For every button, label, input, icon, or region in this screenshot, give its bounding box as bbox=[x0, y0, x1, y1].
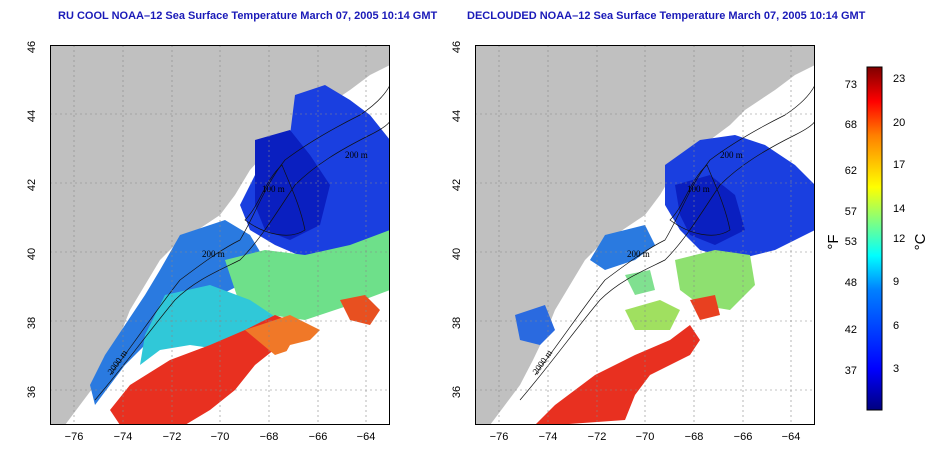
colorbar-tick: 62 bbox=[845, 165, 857, 177]
y-tick-label: 40 bbox=[26, 248, 38, 260]
colorbar-tick: 23 bbox=[893, 73, 905, 85]
slope-water bbox=[225, 230, 390, 320]
x-tick-label: −70 bbox=[211, 431, 230, 443]
slope-water-patch bbox=[625, 300, 680, 330]
graticule bbox=[475, 45, 815, 425]
x-tick-label: −68 bbox=[260, 431, 279, 443]
contour-line bbox=[669, 164, 731, 236]
x-tick-label: −66 bbox=[734, 431, 753, 443]
colorbar-tick: 53 bbox=[845, 236, 857, 248]
colorbar-tick: 3 bbox=[893, 363, 899, 375]
y-tick-label: 42 bbox=[26, 179, 38, 191]
x-tick-label: −64 bbox=[357, 431, 376, 443]
y-tick-label: 40 bbox=[451, 248, 463, 260]
colorbar-tick: 12 bbox=[893, 233, 905, 245]
fahrenheit-unit: °F bbox=[825, 234, 842, 249]
shelf-water bbox=[90, 220, 265, 405]
cold-water-dark bbox=[255, 130, 330, 240]
left-sst-map: 200 m 2000 m 100 m 200 m bbox=[50, 45, 390, 425]
right-panel-title: DECLOUDED NOAA–12 Sea Surface Temperatur… bbox=[467, 10, 866, 22]
warm-eddy bbox=[340, 295, 380, 325]
cold-water-dark bbox=[675, 175, 745, 245]
y-tick-label: 46 bbox=[26, 41, 38, 53]
colorbar-tick: 48 bbox=[845, 277, 857, 289]
x-tick-label: −64 bbox=[782, 431, 801, 443]
colorbar-tick: 20 bbox=[893, 117, 905, 129]
shelf-water-patch bbox=[515, 305, 555, 345]
celsius-ticks: 23 20 17 14 12 9 6 3 bbox=[893, 73, 905, 375]
y-tick-label: 42 bbox=[451, 179, 463, 191]
colorbar-tick: 17 bbox=[893, 159, 905, 171]
y-tick-label: 44 bbox=[26, 110, 38, 122]
map-frame bbox=[50, 45, 390, 425]
colorbar: 73 68 62 57 53 48 42 37 23 20 17 14 12 9… bbox=[825, 66, 929, 411]
contour-label: 200 m bbox=[345, 150, 368, 160]
x-tick-label: −76 bbox=[65, 431, 84, 443]
y-tick-label: 46 bbox=[451, 41, 463, 53]
contour-label: 100 m bbox=[687, 184, 710, 194]
x-tick-label: −74 bbox=[539, 431, 558, 443]
colorbar-tick: 57 bbox=[845, 206, 857, 218]
x-tick-label: −68 bbox=[685, 431, 704, 443]
x-tick-label: −66 bbox=[309, 431, 328, 443]
colorbar-tick: 37 bbox=[845, 365, 857, 377]
y-tick-label: 44 bbox=[451, 110, 463, 122]
left-map-svg: 200 m 2000 m 100 m 200 m bbox=[50, 45, 390, 425]
cloud-cover bbox=[250, 325, 390, 425]
x-tick-label: −74 bbox=[114, 431, 133, 443]
land-mass bbox=[50, 45, 390, 425]
slope-water bbox=[675, 250, 755, 310]
y-tick-label: 38 bbox=[451, 317, 463, 329]
x-tick-label: −76 bbox=[490, 431, 509, 443]
y-tick-label: 38 bbox=[26, 317, 38, 329]
colorbar-tick: 73 bbox=[845, 79, 857, 91]
contour-label: 200 m bbox=[720, 150, 743, 160]
left-panel-title: RU COOL NOAA–12 Sea Surface Temperature … bbox=[58, 10, 438, 22]
colorbar-tick: 9 bbox=[893, 276, 899, 288]
contour-line bbox=[94, 120, 390, 401]
shelf-water bbox=[590, 225, 655, 270]
colorbar-tick: 68 bbox=[845, 119, 857, 131]
colorbar-tick: 42 bbox=[845, 324, 857, 336]
fahrenheit-ticks: 73 68 62 57 53 48 42 37 bbox=[845, 79, 857, 377]
contour-label: 200 m bbox=[202, 249, 225, 259]
gulf-stream bbox=[110, 315, 300, 425]
map-frame bbox=[475, 45, 815, 425]
y-tick-label: 36 bbox=[26, 386, 38, 398]
land-mass bbox=[475, 45, 815, 425]
warm-eddy bbox=[690, 295, 720, 320]
x-tick-label: −72 bbox=[588, 431, 607, 443]
gulf-stream bbox=[535, 325, 700, 425]
right-map-svg: 200 m 2000 m 100 m 200 m bbox=[475, 45, 815, 425]
colorbar-tick: 14 bbox=[893, 203, 905, 215]
contour-line bbox=[244, 164, 306, 236]
right-sst-map: 200 m 2000 m 100 m 200 m bbox=[475, 45, 815, 425]
y-tick-label: 36 bbox=[451, 386, 463, 398]
contour-label: 100 m bbox=[262, 184, 285, 194]
colorbar-gradient bbox=[866, 66, 883, 411]
graticule bbox=[50, 45, 390, 425]
x-tick-label: −70 bbox=[636, 431, 655, 443]
celsius-unit: °C bbox=[912, 233, 929, 250]
contour-line bbox=[534, 84, 815, 376]
contour-label: 200 m bbox=[627, 249, 650, 259]
contour-line bbox=[109, 84, 390, 376]
colorbar-tick: 6 bbox=[893, 320, 899, 332]
x-tick-label: −72 bbox=[163, 431, 182, 443]
contour-line bbox=[519, 120, 815, 401]
